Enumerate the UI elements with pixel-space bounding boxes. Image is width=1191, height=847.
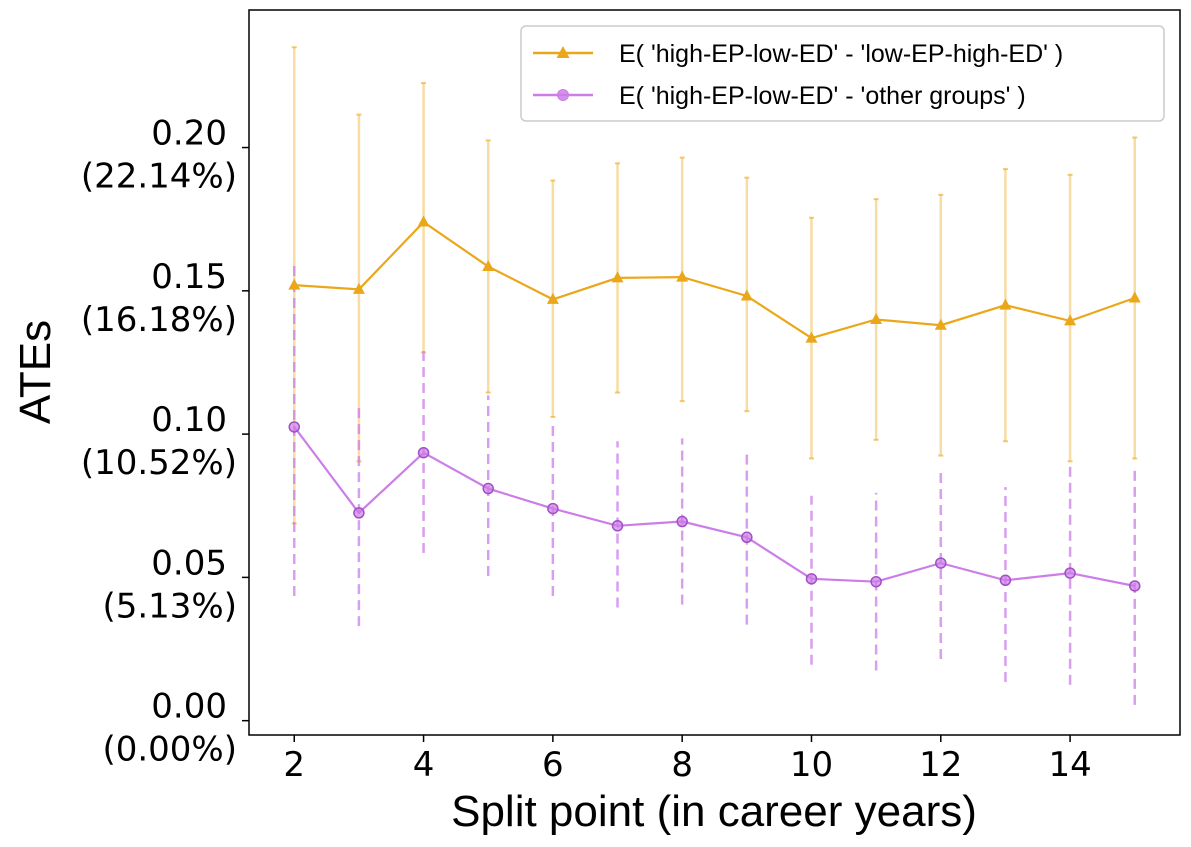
data-point-circle [353,507,365,519]
y-tick-sublabel: (22.14%) [81,157,237,197]
data-point-circle [999,574,1012,587]
data-point-triangle [352,282,365,294]
data-point-circle [935,557,947,569]
data-point-circle [1128,580,1141,592]
y-axis-title: ATEs [11,320,60,424]
y-tick-sublabel: (16.18%) [81,300,237,340]
data-point-triangle [805,331,818,343]
data-point-triangle [870,312,883,324]
data-point-circle [870,575,882,588]
data-point-triangle [546,292,559,304]
x-tick-label: 4 [413,745,435,785]
y-tick-label: 0.20 [151,114,227,154]
data-point-circle [288,421,301,433]
data-point-triangle [482,259,495,271]
legend: E( 'high-EP-low-ED' - 'low-EP-high-ED' )… [520,25,1165,122]
data-point-circle [805,573,818,585]
series-line-2 [293,426,1135,588]
data-point-circle [611,520,624,532]
data-point-triangle [1064,314,1077,326]
y-tick-label: 0.05 [151,543,227,583]
x-tick-label: 2 [283,745,305,785]
x-tick-label: 8 [671,745,693,785]
data-point-circle [482,482,494,495]
y-tick-sublabel: (10.52%) [81,443,237,483]
data-point-triangle [934,318,947,330]
data-point-triangle [999,298,1012,310]
x-axis-title: Split point (in career years) [451,787,977,836]
data-point-circle [417,446,430,459]
y-tick-label: 0.10 [151,400,227,440]
legend-marker-circle [557,89,569,101]
data-point-triangle [611,271,624,283]
data-point-triangle [1128,291,1141,303]
data-point-circle [676,515,688,528]
y-tick-sublabel: (5.13%) [102,586,237,626]
x-tick-label: 10 [790,745,833,785]
series-line-1 [294,220,1136,340]
legend-box [520,25,1165,122]
data-point-triangle [740,289,753,301]
y-tick-label: 0.00 [151,687,227,727]
x-tick-label: 12 [919,745,962,785]
x-tick-label: 14 [1048,745,1091,785]
legend-label-series-1: E( 'high-EP-low-ED' - 'low-EP-high-ED' ) [619,40,1063,68]
data-point-triangle [676,270,689,282]
data-point-triangle [417,215,430,227]
data-point-circle [547,502,559,515]
plot-frame [248,9,1181,736]
y-tick-label: 0.15 [151,257,227,297]
legend-label-series-2: E( 'high-EP-low-ED' - 'other groups' ) [619,82,1026,110]
data-point-triangle [288,278,301,290]
x-tick-label: 6 [542,745,564,785]
data-point-circle [1064,567,1076,579]
data-point-circle [741,531,753,544]
y-tick-sublabel: (0.00%) [102,730,237,770]
legend-marker-triangle [556,46,570,58]
